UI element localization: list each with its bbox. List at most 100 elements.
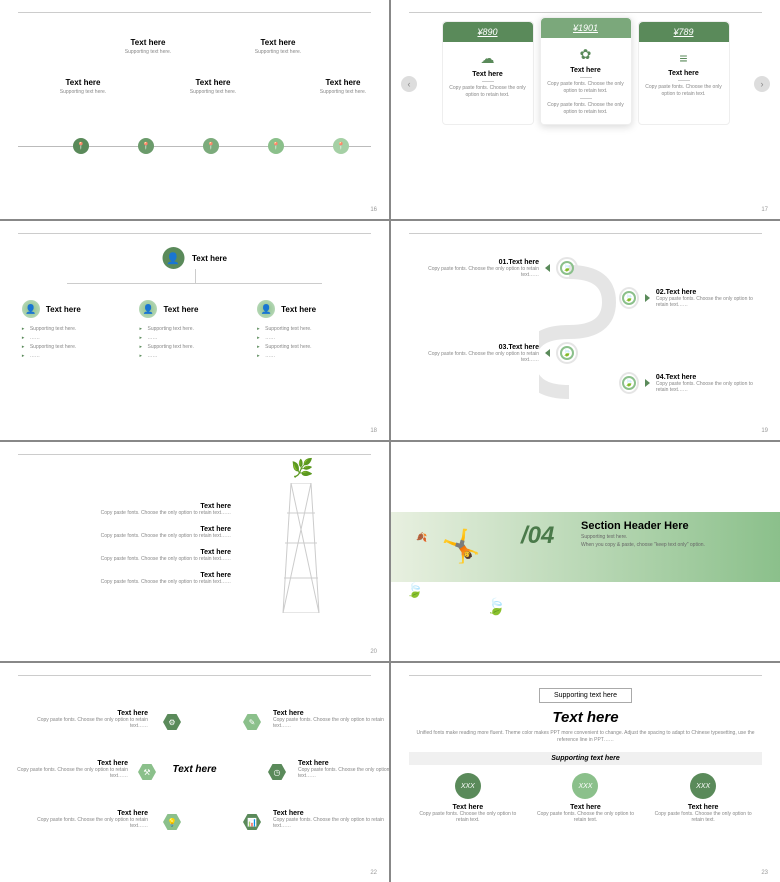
leaf-icon: 🍃 xyxy=(406,582,423,599)
prev-arrow-icon[interactable]: ‹ xyxy=(401,76,417,92)
slide-19: 🍃 01.Text hereCopy paste fonts. Choose t… xyxy=(391,221,780,440)
person-icon: 👤 xyxy=(257,300,275,318)
leaf-icon: 🍃 xyxy=(486,597,506,617)
slide-20: Text hereCopy paste fonts. Choose the on… xyxy=(0,442,389,661)
band-label: Supporting text here xyxy=(409,752,762,765)
hex-text: Text hereCopy paste fonts. Choose the on… xyxy=(273,710,389,729)
next-arrow-icon[interactable]: › xyxy=(754,76,770,92)
price: ¥789 xyxy=(639,22,729,42)
list-item: Supporting text here. xyxy=(22,326,132,332)
tower-icon xyxy=(281,483,321,613)
center-label: Text here xyxy=(172,764,216,775)
leaf-icon: 🌿 xyxy=(291,458,313,479)
person-icon: 👤 xyxy=(162,247,184,269)
triangle-icon xyxy=(645,294,650,302)
hex-text: Text hereCopy paste fonts. Choose the on… xyxy=(28,710,148,729)
col-title: Text here xyxy=(46,305,81,314)
slide-22: Text here ⚙ ✎ ⚒ ◷ 💡 📊 Text hereCopy past… xyxy=(0,663,389,882)
hex-icon: ⚒ xyxy=(138,764,156,780)
tl-sub: Supporting text here. xyxy=(243,49,313,55)
leaf-icon: 🍃 xyxy=(622,376,636,390)
col-title: Text here xyxy=(163,305,198,314)
circle-badge: XXX xyxy=(572,773,598,799)
page-number: 19 xyxy=(761,428,768,434)
hex-icon: 📊 xyxy=(243,814,261,830)
person-jumprope-icon: 🤸 xyxy=(441,527,481,565)
tl-title: Text here xyxy=(243,38,313,47)
price-card-featured: ¥1901 ✿ Text here Copy paste fonts. Choo… xyxy=(540,17,632,125)
hex-text: Text hereCopy paste fonts. Choose the on… xyxy=(28,810,148,829)
tab-label: Supporting text here xyxy=(539,688,632,703)
triangle-icon xyxy=(545,349,550,357)
card-title: Text here xyxy=(547,67,625,74)
path-node: 🍃 02.Text hereCopy paste fonts. Choose t… xyxy=(619,287,762,309)
path-diagram: 🍃 01.Text hereCopy paste fonts. Choose t… xyxy=(409,242,762,422)
hex-icon: ◷ xyxy=(268,764,286,780)
tl-sub: Supporting text here. xyxy=(48,89,118,95)
circle-col: XXX Text hereCopy paste fonts. Choose th… xyxy=(653,773,753,823)
card-body2: Copy paste fonts. Choose the only option… xyxy=(547,102,625,116)
list-item: Supporting text here. xyxy=(257,344,367,350)
org-column: 👤Text here Supporting text here. …… Supp… xyxy=(139,300,249,362)
card-title: Text here xyxy=(645,70,723,77)
cloud-icon: ☁ xyxy=(449,50,527,67)
section-sub: Supporting text here. xyxy=(581,534,705,540)
price: ¥1901 xyxy=(541,18,631,38)
col-title: Text here xyxy=(281,305,316,314)
price-card: ¥789 ≡ Text here Copy paste fonts. Choos… xyxy=(638,21,730,125)
hex-text: Text hereCopy paste fonts. Choose the on… xyxy=(8,760,128,779)
org-top-label: Text here xyxy=(192,254,227,263)
tower-item: Text hereCopy paste fonts. Choose the on… xyxy=(18,503,241,516)
org-column: 👤Text here Supporting text here. …… Supp… xyxy=(22,300,132,362)
card-body: Copy paste fonts. Choose the only option… xyxy=(645,84,723,98)
list-item: …… xyxy=(139,353,249,359)
tower-diagram: Text hereCopy paste fonts. Choose the on… xyxy=(18,463,371,633)
hex-icon: 💡 xyxy=(163,814,181,830)
path-node: 🍃 03.Text hereCopy paste fonts. Choose t… xyxy=(419,342,578,364)
slide-23: Supporting text here Text here Unified f… xyxy=(391,663,780,882)
tl-sub: Supporting text here. xyxy=(178,89,248,95)
card-title: Text here xyxy=(449,71,527,78)
leaf-icon: 🍃 xyxy=(622,291,636,305)
subtitle: Unified fonts make reading more fluent. … xyxy=(409,730,762,744)
list-item: …… xyxy=(22,353,132,359)
timeline: Text here Supporting text here. Text here… xyxy=(18,28,371,178)
list-item: …… xyxy=(139,335,249,341)
header-block: Supporting text here Text here Unified f… xyxy=(409,684,762,744)
hex-icon: ⚙ xyxy=(163,714,181,730)
tl-title: Text here xyxy=(48,78,118,87)
org-column: 👤Text here Supporting text here. …… Supp… xyxy=(257,300,367,362)
section-sub2: When you copy & paste, choose "keep text… xyxy=(581,542,705,548)
page-number: 18 xyxy=(370,428,377,434)
slide-16: Text here Supporting text here. Text here… xyxy=(0,0,389,219)
leaf-icon: 🍃 xyxy=(560,261,574,275)
tl-title: Text here xyxy=(178,78,248,87)
pricing-row: ‹ ¥890 ☁ Text here Copy paste fonts. Cho… xyxy=(409,21,762,125)
hex-icon: ✎ xyxy=(243,714,261,730)
triangle-icon xyxy=(545,264,550,272)
page-number: 23 xyxy=(761,870,768,876)
pin-icon xyxy=(268,138,284,154)
circle-col: XXX Text hereCopy paste fonts. Choose th… xyxy=(418,773,518,823)
page-number: 17 xyxy=(761,207,768,213)
circle-badge: XXX xyxy=(690,773,716,799)
pin-icon xyxy=(203,138,219,154)
hex-text: Text hereCopy paste fonts. Choose the on… xyxy=(298,760,389,779)
list-item: …… xyxy=(22,335,132,341)
layers-icon: ≡ xyxy=(645,50,723,66)
person-icon: 👤 xyxy=(22,300,40,318)
circles-row: XXX Text hereCopy paste fonts. Choose th… xyxy=(409,773,762,823)
circle-col: XXX Text hereCopy paste fonts. Choose th… xyxy=(535,773,635,823)
person-icon: 👤 xyxy=(139,300,157,318)
section-title: Section Header Here xyxy=(581,520,705,532)
pin-icon xyxy=(73,138,89,154)
slide-21: 🍃 🍃 🍂 🤸 /04 Section Header Here Supporti… xyxy=(391,442,780,661)
leaf-icon: 🍂 xyxy=(416,532,427,543)
leaf-icon: 🍃 xyxy=(560,346,574,360)
hexagon-diagram: Text here ⚙ ✎ ⚒ ◷ 💡 📊 Text hereCopy past… xyxy=(18,684,371,854)
triangle-icon xyxy=(645,379,650,387)
org-chart: 👤 Text here 👤 Text here Supporting text h… xyxy=(18,242,371,412)
path-node: 🍃 01.Text hereCopy paste fonts. Choose t… xyxy=(419,257,578,279)
list-item: …… xyxy=(257,353,367,359)
slide-17: ‹ ¥890 ☁ Text here Copy paste fonts. Cho… xyxy=(391,0,780,219)
